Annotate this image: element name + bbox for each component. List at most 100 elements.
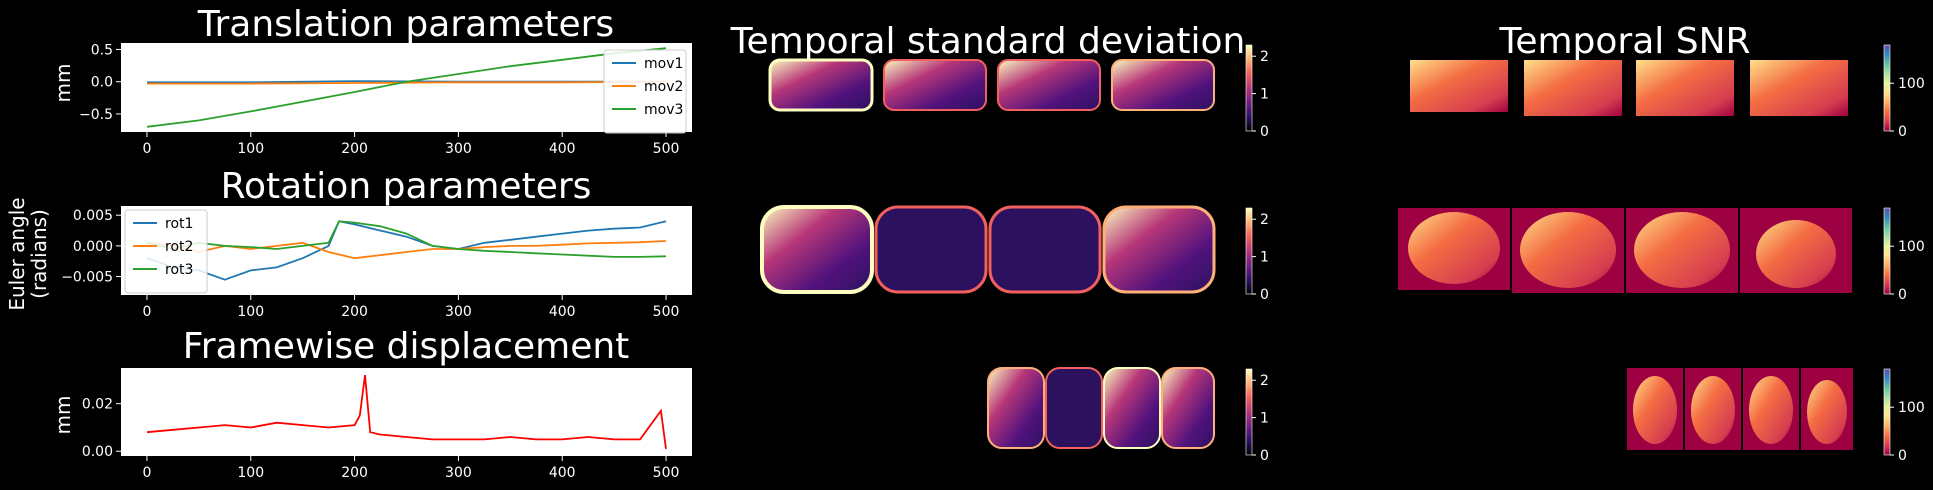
y-tick-label: 0.0 bbox=[91, 75, 113, 91]
translation-ylabel: mm bbox=[51, 64, 75, 103]
x-tick-label: 200 bbox=[341, 304, 368, 320]
tstd-title: Temporal standard deviation bbox=[730, 21, 1246, 62]
series-line-framewise bbox=[146, 374, 667, 450]
tstd-slice bbox=[987, 367, 1045, 449]
tstd-slice bbox=[883, 59, 987, 111]
colorbar-tick-label: 0 bbox=[1898, 287, 1907, 303]
rotation-plot-area: 0 100 200 300 400 500 −0.005 0.000 0.005 rot1 rot2… bbox=[61, 208, 679, 320]
legend-entry: rot1 bbox=[165, 216, 193, 232]
tstd-slice bbox=[1045, 367, 1103, 449]
translation-plot-area: 0 100 200 300 400 500 −0.5 0.0 0.5 mov1 mov2 mov3 bbox=[79, 42, 687, 157]
x-tick-label: 400 bbox=[549, 141, 576, 157]
legend-entry: mov1 bbox=[644, 56, 683, 72]
x-tick-label: 100 bbox=[237, 465, 264, 481]
x-tick-label: 400 bbox=[549, 465, 576, 481]
x-tick-label: 500 bbox=[653, 304, 680, 320]
colorbar-tick-label: 0 bbox=[1260, 124, 1269, 140]
colorbar-tick-label: 1 bbox=[1260, 87, 1269, 103]
rotation-legend: rot1 rot2 rot3 bbox=[124, 209, 208, 294]
translation-legend: mov1 mov2 mov3 bbox=[603, 49, 687, 134]
x-tick-label: 100 bbox=[237, 304, 264, 320]
colorbar bbox=[1883, 44, 1891, 132]
tstd-slice bbox=[768, 58, 874, 112]
colorbar-tick-label: 2 bbox=[1260, 49, 1269, 65]
x-tick-label: 500 bbox=[653, 465, 680, 481]
x-tick-label: 300 bbox=[445, 465, 472, 481]
x-tick-label: 300 bbox=[445, 304, 472, 320]
legend-entry: mov2 bbox=[644, 79, 683, 95]
x-tick-label: 300 bbox=[445, 141, 472, 157]
tstd-slice bbox=[874, 205, 988, 294]
tstd-slice bbox=[760, 205, 874, 294]
euler-label-line2: (radians) bbox=[27, 209, 51, 299]
framewise-ylabel: mm bbox=[51, 396, 75, 435]
translation-title: Translation parameters bbox=[197, 4, 614, 45]
tstd-colorbars: 0 1 2 0 1 2 0 1 2 bbox=[1245, 44, 1269, 464]
tstd-slice bbox=[1102, 205, 1216, 294]
colorbar-tick-label: 2 bbox=[1260, 373, 1269, 389]
x-tick-label: 200 bbox=[341, 141, 368, 157]
rotation-panel: Rotation parameters Euler angle (radians… bbox=[5, 166, 692, 320]
x-tick-label: 100 bbox=[237, 141, 264, 157]
series-line-rot1 bbox=[146, 220, 667, 281]
colorbar-tick-label: 0 bbox=[1260, 448, 1269, 464]
tsnr-brain bbox=[1756, 220, 1836, 288]
tsnr-brain bbox=[1807, 380, 1847, 444]
tstd-panel: Temporal standard deviation 0 1 2 0 1 2 0 1 2 bbox=[730, 21, 1269, 464]
tstd-row-2 bbox=[760, 205, 1216, 294]
colorbar-tick-label: 0 bbox=[1898, 448, 1907, 464]
tsnr-slice bbox=[1410, 60, 1508, 112]
colorbar-tick-label: 100 bbox=[1898, 400, 1925, 416]
tsnr-slice bbox=[1636, 60, 1734, 116]
colorbar-tick-label: 2 bbox=[1260, 212, 1269, 228]
colorbar-tick-label: 100 bbox=[1898, 239, 1925, 255]
y-tick-label: 0.5 bbox=[91, 42, 113, 58]
legend-entry: rot3 bbox=[165, 262, 193, 278]
colorbar bbox=[1245, 207, 1253, 295]
legend-entry: rot2 bbox=[165, 239, 193, 255]
x-tick-label: 0 bbox=[142, 465, 151, 481]
colorbar bbox=[1883, 207, 1891, 295]
framewise-plot-area: 0 100 200 300 400 500 0.00 0.02 bbox=[82, 374, 680, 481]
framewise-axes bbox=[121, 368, 692, 456]
colorbar bbox=[1245, 368, 1253, 456]
tstd-row-3 bbox=[987, 367, 1215, 449]
x-tick-label: 0 bbox=[142, 304, 151, 320]
colorbar-tick-label: 0 bbox=[1898, 124, 1907, 140]
colorbar bbox=[1883, 368, 1891, 456]
translation-panel: Translation parameters mm 0 100 200 300 400 5… bbox=[51, 4, 692, 157]
tsnr-row-2 bbox=[1398, 208, 1852, 293]
tsnr-row-3 bbox=[1627, 368, 1853, 450]
x-tick-label: 200 bbox=[341, 465, 368, 481]
framewise-title: Framewise displacement bbox=[183, 326, 630, 367]
y-tick-label: −0.005 bbox=[61, 270, 113, 286]
series-line-mov2 bbox=[147, 80, 667, 85]
tsnr-brain bbox=[1633, 376, 1677, 444]
tsnr-brain bbox=[1749, 376, 1793, 444]
x-tick-label: 0 bbox=[142, 141, 151, 157]
tsnr-slice bbox=[1524, 60, 1622, 116]
rotation-axes bbox=[121, 206, 692, 295]
tsnr-brain bbox=[1408, 212, 1500, 284]
tsnr-brain bbox=[1520, 212, 1616, 288]
tstd-slice bbox=[988, 205, 1102, 294]
rotation-title: Rotation parameters bbox=[221, 166, 592, 207]
colorbar-tick-label: 0 bbox=[1260, 287, 1269, 303]
x-tick-label: 500 bbox=[653, 141, 680, 157]
tsnr-title: Temporal SNR bbox=[1498, 21, 1750, 62]
legend-box bbox=[603, 49, 687, 134]
tstd-slice bbox=[997, 59, 1101, 111]
y-tick-label: 0.000 bbox=[73, 239, 113, 255]
y-tick-label: 0.00 bbox=[82, 444, 113, 460]
x-tick-label: 400 bbox=[549, 304, 576, 320]
y-tick-label: 0.005 bbox=[73, 208, 113, 224]
tstd-slice bbox=[1111, 59, 1215, 111]
y-tick-label: −0.5 bbox=[79, 107, 113, 123]
colorbar-tick-label: 1 bbox=[1260, 411, 1269, 427]
colorbar bbox=[1245, 44, 1253, 132]
colorbar-tick-label: 1 bbox=[1260, 250, 1269, 266]
tsnr-colorbars: 0 100 0 100 0 100 bbox=[1883, 44, 1925, 464]
framewise-panel: Framewise displacement mm 0 100 200 300 400 5… bbox=[51, 326, 692, 481]
tsnr-row-1 bbox=[1410, 60, 1848, 116]
tsnr-brain bbox=[1634, 212, 1730, 288]
